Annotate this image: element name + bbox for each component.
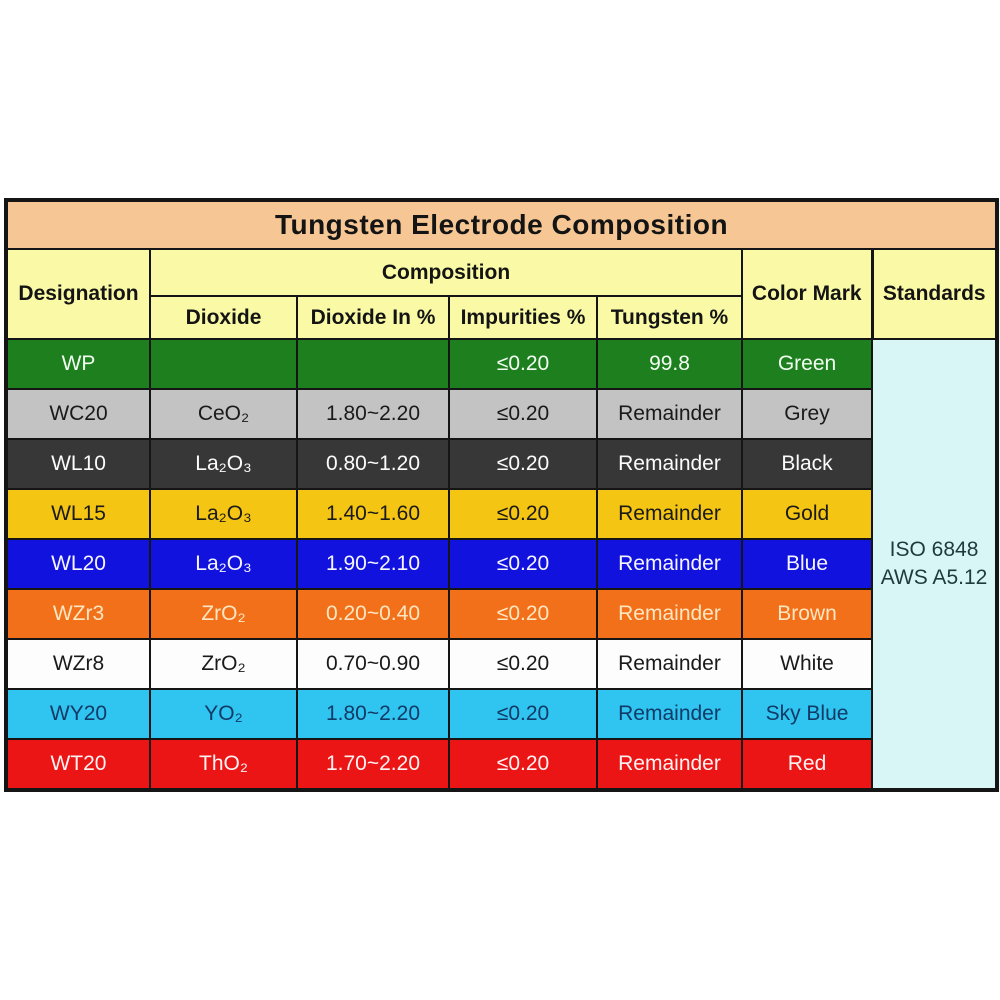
cell-impurities: ≤0.20 [448,738,598,791]
cell-dioxide: CeO₂ [149,388,298,440]
table-row: WL20 La₂O₃ 1.90~2.10 ≤0.20 Remainder Blue [5,538,998,590]
title-row: Tungsten Electrode Composition [4,199,999,250]
cell-color-mark: White [741,638,873,690]
column-header-dioxide-in: Dioxide In % [296,295,450,340]
table-row: WT20 ThO₂ 1.70~2.20 ≤0.20 Remainder Red [5,738,998,791]
cell-dioxide: La₂O₃ [149,488,298,540]
cell-impurities: ≤0.20 [448,388,598,440]
cell-tungsten: Remainder [596,538,743,590]
cell-tungsten: Remainder [596,488,743,540]
table-row: WZr3 ZrO₂ 0.20~0.40 ≤0.20 Remainder Brown [5,588,998,640]
cell-impurities: ≤0.20 [448,688,598,740]
cell-dioxide: La₂O₃ [149,438,298,490]
cell-color-mark: Red [741,738,873,791]
cell-dioxide-in [296,338,450,390]
cell-designation: WT20 [5,738,151,791]
table-row: WZr8 ZrO₂ 0.70~0.90 ≤0.20 Remainder White [5,638,998,690]
cell-dioxide-in: 1.70~2.20 [296,738,450,791]
column-header-designation: Designation [5,248,151,340]
cell-dioxide-in: 0.20~0.40 [296,588,450,640]
table-row: WY20 YO₂ 1.80~2.20 ≤0.20 Remainder Sky Blue [5,688,998,740]
header-row-sub: Dioxide Dioxide In % Impurities % Tungst… [6,295,997,340]
cell-tungsten: Remainder [596,388,743,440]
cell-dioxide: ZrO₂ [149,588,298,640]
column-header-composition: Composition [149,248,743,297]
cell-impurities: ≤0.20 [448,488,598,540]
tungsten-composition-table: Tungsten Electrode Composition Designati… [4,198,1000,792]
cell-dioxide: ZrO₂ [149,638,298,690]
cell-impurities: ≤0.20 [448,338,598,390]
cell-designation: WC20 [5,388,151,440]
cell-dioxide: ThO₂ [149,738,298,791]
cell-designation: WZr3 [5,588,151,640]
cell-dioxide-in: 1.90~2.10 [296,538,450,590]
cell-impurities: ≤0.20 [448,588,598,640]
cell-tungsten: 99.8 [596,338,743,390]
cell-impurities: ≤0.20 [448,438,598,490]
cell-impurities: ≤0.20 [448,638,598,690]
cell-color-mark: Black [741,438,873,490]
cell-color-mark: Grey [741,388,873,440]
page-title: Tungsten Electrode Composition [4,199,999,250]
table-row: WL10 La₂O₃ 0.80~1.20 ≤0.20 Remainder Black [5,438,998,490]
cell-dioxide [149,338,298,390]
cell-dioxide-in: 1.80~2.20 [296,388,450,440]
cell-color-mark: Blue [741,538,873,590]
column-header-dioxide: Dioxide [149,295,298,340]
column-header-color-mark: Color Mark [741,248,873,340]
cell-tungsten: Remainder [596,688,743,740]
cell-dioxide: La₂O₃ [149,538,298,590]
column-header-tungsten: Tungsten % [596,295,743,340]
cell-dioxide: YO₂ [149,688,298,740]
cell-color-mark: Brown [741,588,873,640]
cell-color-mark: Gold [741,488,873,540]
cell-tungsten: Remainder [596,588,743,640]
cell-designation: WL15 [5,488,151,540]
column-header-impurities: Impurities % [448,295,598,340]
column-header-standards: Standards [870,248,999,340]
cell-designation: WP [5,338,151,390]
tungsten-composition-table-wrap: Tungsten Electrode Composition Designati… [4,198,1000,792]
cell-designation: WZr8 [5,638,151,690]
table-row: WC20 CeO₂ 1.80~2.20 ≤0.20 Remainder Grey [5,388,998,440]
cell-tungsten: Remainder [596,738,743,791]
table-body: WP ≤0.20 99.8 Green ISO 6848 AWS A5.12 WC20 CeO… [5,338,999,791]
table-row: WP ≤0.20 99.8 Green ISO 6848 AWS A5.12 [5,338,999,791]
cell-dioxide-in: 1.80~2.20 [296,688,450,740]
cell-color-mark: Sky Blue [741,688,873,740]
table-header: Tungsten Electrode Composition Designati… [4,199,999,340]
cell-tungsten: Remainder [596,638,743,690]
header-row-top: Designation Composition Color Mark Stand… [5,248,999,340]
cell-designation: WL20 [5,538,151,590]
cell-impurities: ≤0.20 [448,538,598,590]
cell-dioxide-in: 0.70~0.90 [296,638,450,690]
cell-color-mark: Green [741,338,873,390]
cell-designation: WL10 [5,438,151,490]
cell-designation: WY20 [5,688,151,740]
cell-tungsten: Remainder [596,438,743,490]
standards-merged-cell: ISO 6848 AWS A5.12 [870,338,999,791]
cell-dioxide-in: 0.80~1.20 [296,438,450,490]
cell-dioxide-in: 1.40~1.60 [296,488,450,540]
table-row: WL15 La₂O₃ 1.40~1.60 ≤0.20 Remainder Gold [5,488,998,540]
